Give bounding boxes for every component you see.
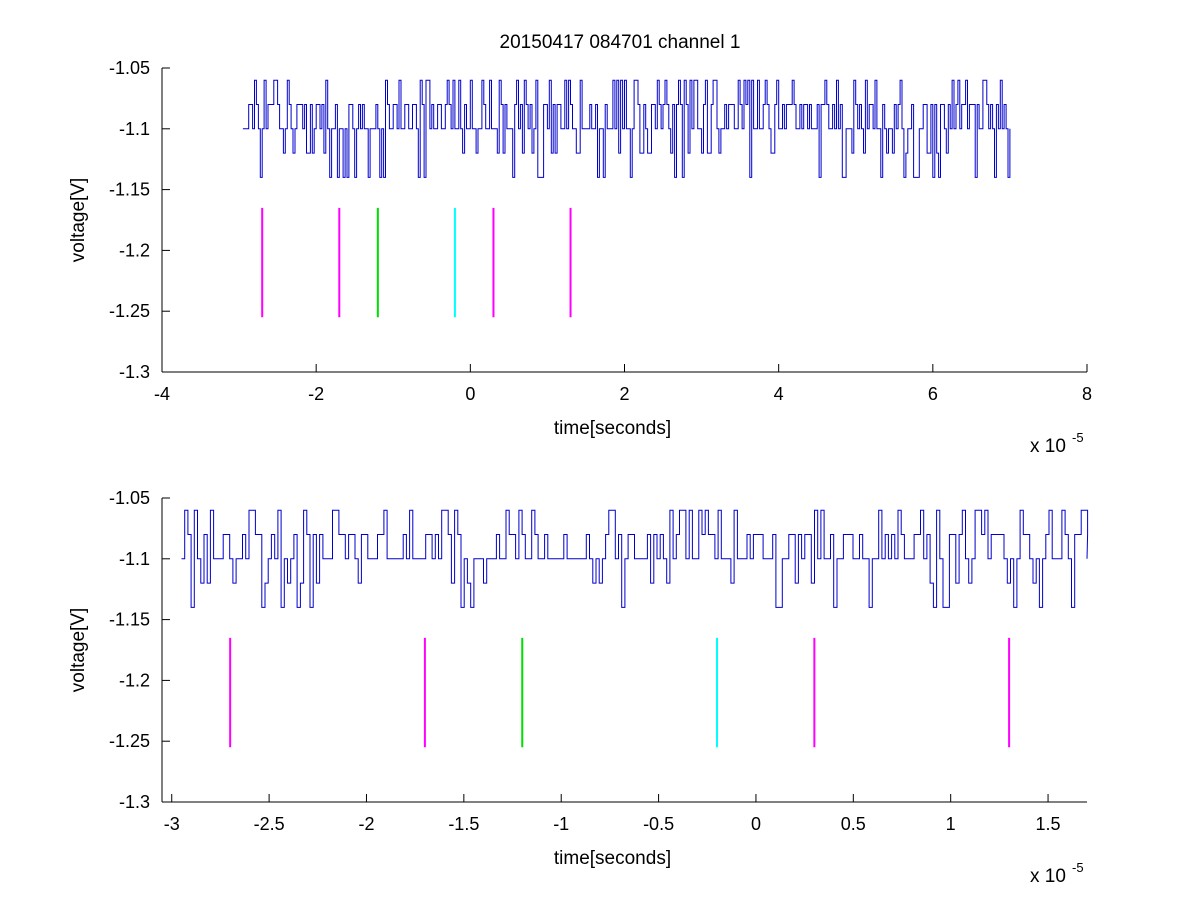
x-tick-label: -2.5 <box>254 814 285 834</box>
y-tick-label: -1.05 <box>109 58 150 78</box>
x-tick-label: 1.5 <box>1036 814 1061 834</box>
x-scale-label: x 10 <box>1030 436 1066 457</box>
y-axis-label: voltage[V] <box>68 178 89 263</box>
y-tick-label: -1.2 <box>119 670 150 690</box>
figure-title: 20150417 084701 channel 1 <box>500 32 741 53</box>
y-tick-label: -1.15 <box>109 610 150 630</box>
bottom-axes: -1.05 -1.1 -1.15 -1.2 -1.25 -1.3 -3 -2.5 -2 -1.5 -… <box>68 488 1089 887</box>
top-axes: -1.05 -1.1 -1.15 -1.2 -1.25 -1.3-4 -2 0 2 4 6 8 time… <box>68 58 1092 457</box>
y-tick-label: -1.25 <box>109 301 150 321</box>
y-tick-label: -1.15 <box>109 180 150 200</box>
x-tick-label: 0.5 <box>841 814 866 834</box>
y-tick-label: -1.1 <box>119 549 150 569</box>
x-tick-label: -1 <box>553 814 569 834</box>
x-tick-label: 0 <box>465 384 475 404</box>
y-tick-label: -1.3 <box>119 792 150 812</box>
x-tick-label: 8 <box>1082 384 1092 404</box>
voltage-trace <box>242 79 1011 178</box>
x-axis-label: time[seconds] <box>554 418 671 439</box>
x-tick-label: 1 <box>946 814 956 834</box>
x-tick-label: 2 <box>619 384 629 404</box>
x-tick-label: 4 <box>774 384 784 404</box>
y-tick-label: -1.05 <box>109 488 150 508</box>
y-axis-label: voltage[V] <box>68 608 89 693</box>
y-tick-label: -1.3 <box>119 362 150 382</box>
x-tick-label: -4 <box>154 384 170 404</box>
y-tick-label: -1.25 <box>109 731 150 751</box>
x-scale-exponent: -5 <box>1072 430 1084 445</box>
y-tick-label: -1.1 <box>119 119 150 139</box>
x-tick-label: -2 <box>308 384 324 404</box>
x-scale-label: x 10 <box>1030 866 1066 887</box>
y-tick-label: -1.2 <box>119 240 150 260</box>
voltage-trace <box>181 509 1089 608</box>
x-tick-label: -1.5 <box>448 814 479 834</box>
x-tick-label: -3 <box>164 814 180 834</box>
x-scale-exponent: -5 <box>1072 860 1084 875</box>
x-tick-label: -0.5 <box>643 814 674 834</box>
x-axis-label: time[seconds] <box>554 848 671 869</box>
x-tick-label: 0 <box>751 814 761 834</box>
x-tick-label: -2 <box>358 814 374 834</box>
x-tick-label: 6 <box>928 384 938 404</box>
